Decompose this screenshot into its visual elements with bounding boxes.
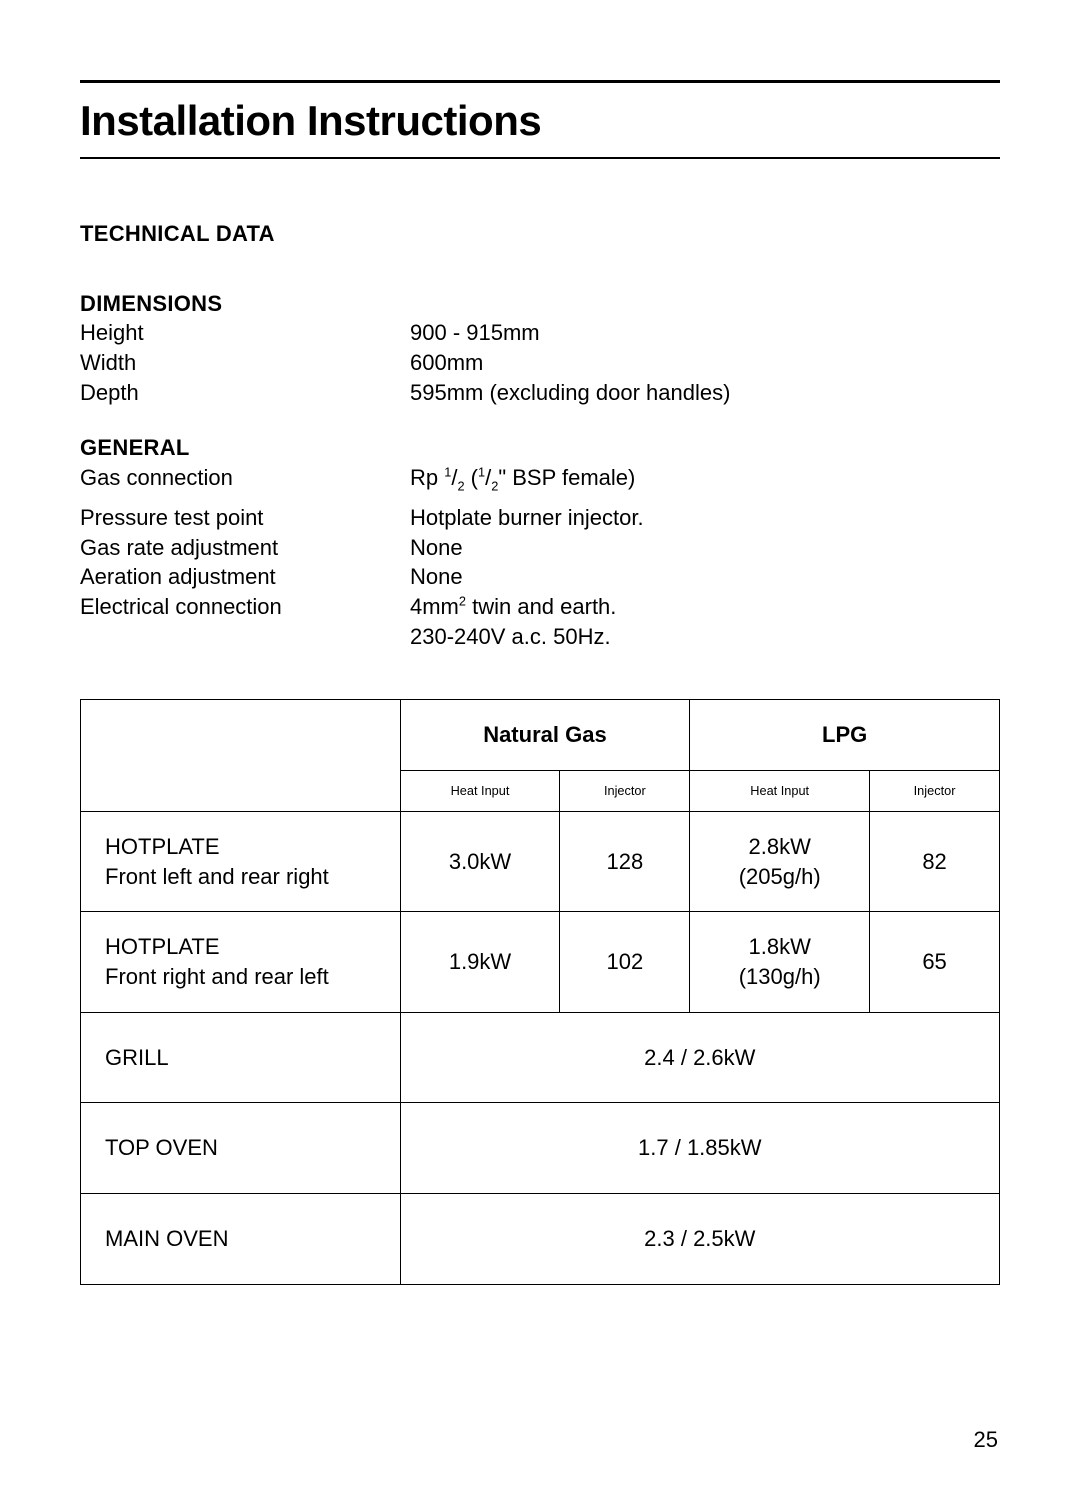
dim-depth-value: 595mm (excluding door handles) [410,378,1000,408]
grill-label: GRILL [81,1012,401,1103]
gas-conn-frac-num1: 1 [444,465,451,480]
hotplate1-lpg-heat-top: 2.8kW [704,832,855,862]
electrical-row2: 230-240V a.c. 50Hz. [80,622,1000,652]
pressure-value: Hotplate burner injector. [410,503,1000,533]
aeration-row: Aeration adjustment None [80,562,1000,592]
dim-height-label: Height [80,318,410,348]
dimensions-block: DIMENSIONS Height 900 - 915mm Width 600m… [80,289,1000,408]
mainoven-value: 2.3 / 2.5kW [400,1194,999,1285]
electrical-row: Electrical connection 4mm2 twin and eart… [80,592,1000,622]
gas-conn-text-prefix: Rp [410,465,444,490]
page-title: Installation Instructions [80,97,1000,145]
hotplate2-label-bottom: Front right and rear left [105,962,386,992]
hotplate1-lpg-heat: 2.8kW (205g/h) [690,811,870,911]
dim-width-value: 600mm [410,348,1000,378]
dim-width-row: Width 600mm [80,348,1000,378]
elec-suffix: twin and earth. [466,594,616,619]
gasrate-row: Gas rate adjustment None [80,533,1000,563]
lpg-header: LPG [690,700,1000,771]
hotplate2-lpg-heat-top: 1.8kW [704,932,855,962]
title-underline [80,157,1000,159]
elec-prefix: 4mm [410,594,459,619]
dim-width-label: Width [80,348,410,378]
hotplate1-label-bottom: Front left and rear right [105,862,386,892]
mainoven-label-text: MAIN OVEN [105,1224,386,1254]
table-row: GRILL 2.4 / 2.6kW [81,1012,1000,1103]
gasrate-value: None [410,533,1000,563]
hotplate2-lpg-inj: 65 [870,912,1000,1012]
gas-conn-text-suffix: " BSP female) [498,465,635,490]
gas-conn-text-mid: ( [465,465,478,490]
grill-label-text: GRILL [105,1043,386,1073]
electrical-label: Electrical connection [80,592,410,622]
data-table: Natural Gas LPG Heat Input Injector Heat… [80,699,1000,1285]
aeration-label: Aeration adjustment [80,562,410,592]
dimensions-heading: DIMENSIONS [80,289,1000,319]
table-header-row1: Natural Gas LPG [81,700,1000,771]
table-row: MAIN OVEN 2.3 / 2.5kW [81,1194,1000,1285]
hotplate1-ng-inj: 128 [560,811,690,911]
topoven-value: 1.7 / 1.85kW [400,1103,999,1194]
hotplate1-lpg-inj: 82 [870,811,1000,911]
ng-injector-header: Injector [560,770,690,811]
mainoven-label: MAIN OVEN [81,1194,401,1285]
natural-gas-header: Natural Gas [400,700,690,771]
top-rule [80,80,1000,83]
electrical-label-empty [80,622,410,652]
lpg-injector-header: Injector [870,770,1000,811]
gasrate-label: Gas rate adjustment [80,533,410,563]
technical-data-heading: TECHNICAL DATA [80,219,1000,249]
table-row: HOTPLATE Front left and rear right 3.0kW… [81,811,1000,911]
ng-heatinput-header: Heat Input [400,770,560,811]
aeration-value: None [410,562,1000,592]
hotplate2-label: HOTPLATE Front right and rear left [81,912,401,1012]
lpg-heatinput-header: Heat Input [690,770,870,811]
dim-height-row: Height 900 - 915mm [80,318,1000,348]
table-row: TOP OVEN 1.7 / 1.85kW [81,1103,1000,1194]
pressure-row: Pressure test point Hotplate burner inje… [80,503,1000,533]
gas-connection-value: Rp 1/2 (1/2" BSP female) [410,463,1000,493]
dim-depth-label: Depth [80,378,410,408]
gas-connection-row: Gas connection Rp 1/2 (1/2" BSP female) [80,463,1000,493]
hotplate1-label-top: HOTPLATE [105,832,386,862]
hotplate2-ng-inj: 102 [560,912,690,1012]
dim-height-value: 900 - 915mm [410,318,1000,348]
elec-sup: 2 [459,594,466,609]
hotplate1-lpg-heat-bottom: (205g/h) [704,862,855,892]
hotplate1-label: HOTPLATE Front left and rear right [81,811,401,911]
page-number: 25 [974,1427,998,1453]
general-block: GENERAL Gas connection Rp 1/2 (1/2" BSP … [80,433,1000,651]
table-row: HOTPLATE Front right and rear left 1.9kW… [81,912,1000,1012]
electrical-value: 4mm2 twin and earth. [410,592,1000,622]
gas-conn-frac-num2: 1 [478,465,485,480]
topoven-label-text: TOP OVEN [105,1133,386,1163]
hotplate2-lpg-heat: 1.8kW (130g/h) [690,912,870,1012]
hotplate2-label-top: HOTPLATE [105,932,386,962]
table-empty-header [81,700,401,812]
topoven-label: TOP OVEN [81,1103,401,1194]
grill-value: 2.4 / 2.6kW [400,1012,999,1103]
gas-conn-frac-den1: 2 [457,479,464,494]
pressure-label: Pressure test point [80,503,410,533]
gas-connection-label: Gas connection [80,463,410,493]
general-heading: GENERAL [80,433,1000,463]
hotplate2-lpg-heat-bottom: (130g/h) [704,962,855,992]
electrical-value2: 230-240V a.c. 50Hz. [410,622,1000,652]
hotplate2-ng-heat: 1.9kW [400,912,560,1012]
dim-depth-row: Depth 595mm (excluding door handles) [80,378,1000,408]
technical-data-section: TECHNICAL DATA DIMENSIONS Height 900 - 9… [80,219,1000,1285]
hotplate1-ng-heat: 3.0kW [400,811,560,911]
